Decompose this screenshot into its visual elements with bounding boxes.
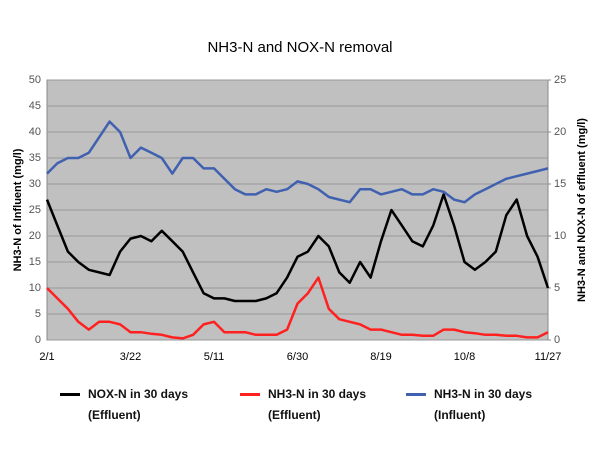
legend-label: NH3-N in 30 days (Influent)	[434, 387, 533, 422]
y2-axis-label: NH3-N and NOX-N of effluent (mg/l)	[576, 118, 588, 302]
y-axis-label: NH3-N of Influent (mg/l)	[12, 148, 24, 271]
y-tick-label: 50	[29, 74, 41, 86]
y2-tick-label: 10	[554, 230, 566, 242]
legend-swatch	[240, 393, 260, 396]
legend-label: NH3-N in 30 days (Effluent)	[268, 387, 367, 422]
y-tick-label: 35	[29, 152, 41, 164]
y2-tick-label: 5	[554, 282, 560, 294]
y2-tick-label: 25	[554, 74, 566, 86]
y2-tick-label: 20	[554, 126, 566, 138]
y-tick-label: 25	[29, 204, 41, 216]
x-tick-label: 6/30	[287, 351, 308, 363]
x-tick-label: 11/27	[535, 351, 562, 363]
series-line	[46, 120, 549, 204]
legend-label: NOX-N in 30 days (Effluent)	[88, 387, 189, 422]
legend-swatch	[60, 393, 80, 396]
y-tick-label: 20	[29, 230, 41, 242]
chart-title: NH3-N and NOX-N removal	[207, 39, 392, 56]
x-tick-label: 8/19	[370, 351, 391, 363]
x-tick-label: 10/8	[454, 351, 475, 363]
legend-swatch	[406, 393, 426, 396]
series-line	[46, 276, 549, 340]
y-tick-label: 30	[29, 178, 41, 190]
y2-tick-label: 0	[554, 334, 560, 346]
y-tick-label: 0	[35, 334, 41, 346]
x-tick-label: 5/11	[204, 351, 225, 363]
y-tick-label: 15	[29, 256, 41, 268]
series-line	[45, 193, 550, 303]
y2-tick-label: 15	[554, 178, 566, 190]
y-tick-label: 10	[29, 282, 41, 294]
y-tick-label: 40	[29, 126, 41, 138]
y-tick-label: 5	[35, 308, 41, 320]
x-tick-label: 3/22	[120, 351, 141, 363]
x-tick-label: 2/1	[39, 351, 54, 363]
y-tick-label: 45	[29, 100, 41, 112]
chart: NH3-N and NOX-N removal NH3-N of Influen…	[12, 39, 588, 363]
